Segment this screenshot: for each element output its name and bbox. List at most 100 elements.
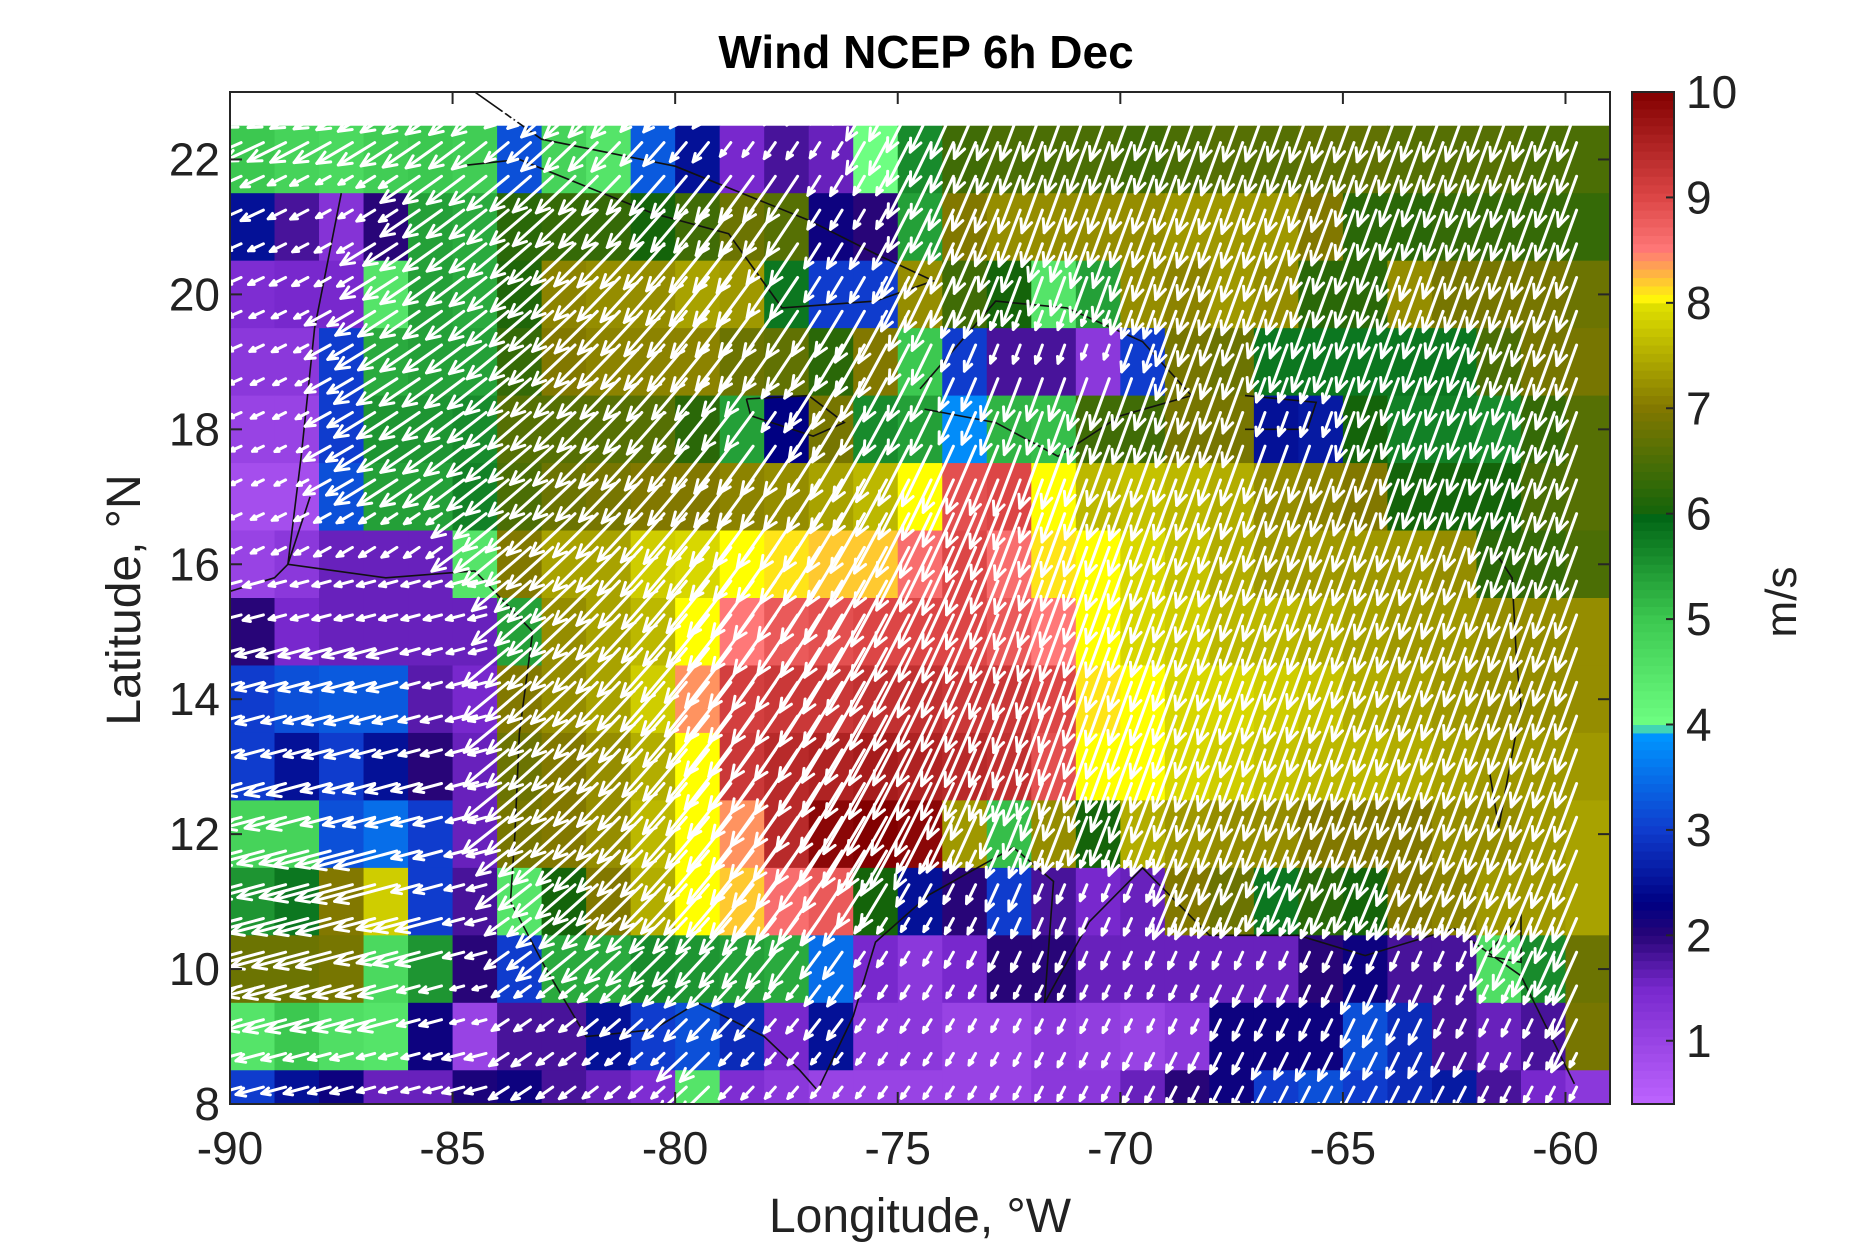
wind-arrow <box>466 174 510 212</box>
wind-arrow <box>1120 343 1133 374</box>
wind-arrow-head <box>1264 487 1278 505</box>
wind-arrow <box>877 444 911 507</box>
wind-arrow-head <box>628 199 645 217</box>
wind-arrow <box>1442 714 1467 776</box>
wind-arrow <box>230 680 243 687</box>
wind-arrow <box>885 107 911 154</box>
wind-arrow <box>1462 883 1490 943</box>
wind-arrow-head <box>1019 251 1034 268</box>
wind-arrow <box>1402 309 1423 360</box>
wind-arrow <box>528 512 577 558</box>
wind-arrow <box>230 141 243 150</box>
wind-arrow <box>945 545 978 617</box>
wind-arrow-head <box>605 232 622 249</box>
wind-arrow <box>645 242 688 293</box>
wind-arrow <box>1020 782 1044 842</box>
wind-arrow-head <box>561 967 578 984</box>
wind-arrow <box>299 680 332 692</box>
wind-arrow <box>343 647 377 659</box>
wind-arrow <box>1430 1051 1445 1078</box>
wind-arrow-head <box>1011 354 1020 365</box>
wind-arrow-head <box>486 400 504 417</box>
wind-arrow <box>1468 512 1490 565</box>
wind-arrow-head <box>506 607 523 623</box>
wind-arrow-head <box>1465 316 1480 334</box>
wind-arrow-head <box>1175 317 1190 335</box>
wind-arrow-head <box>1019 217 1034 235</box>
wind-arrow-head <box>561 934 578 951</box>
wind-arrow-head <box>990 1025 997 1034</box>
wind-arrow-head <box>1446 442 1460 460</box>
wind-arrow-head <box>421 647 432 656</box>
heatmap-cell <box>1565 732 1610 801</box>
wind-arrow-head <box>1002 439 1016 457</box>
wind-arrow <box>1534 107 1556 162</box>
wind-arrow <box>799 917 822 947</box>
wind-arrow <box>1197 444 1222 507</box>
wind-arrow-head <box>1219 489 1233 507</box>
wind-arrow-head <box>575 845 592 862</box>
wind-arrow-head <box>763 1091 772 1100</box>
wind-arrow <box>230 849 265 862</box>
wind-arrow-head <box>899 958 907 967</box>
wind-arrow <box>1175 782 1200 842</box>
wind-arrow-head <box>1334 342 1349 360</box>
wind-arrow <box>717 174 755 224</box>
wind-arrow <box>810 377 844 430</box>
wind-arrow-head <box>1233 960 1242 971</box>
wind-arrow-head <box>272 889 289 904</box>
wind-arrow-head <box>378 614 388 622</box>
colorbar-tick-label: 2 <box>1686 909 1712 961</box>
colorbar-segment <box>1632 167 1674 177</box>
wind-arrow-head <box>356 492 374 507</box>
wind-arrow <box>1107 714 1133 780</box>
wind-arrow-head <box>967 1025 975 1033</box>
wind-arrow <box>1018 444 1044 510</box>
wind-arrow-head <box>312 515 323 524</box>
wind-arrow <box>1268 309 1289 360</box>
colorbar-segment <box>1632 429 1674 439</box>
wind-arrow-head <box>421 681 432 690</box>
colorbar-segment <box>1632 294 1674 304</box>
wind-arrow <box>1242 512 1267 573</box>
wind-arrow-head <box>534 198 551 215</box>
wind-arrow-head <box>289 1019 307 1034</box>
colorbar-segment <box>1632 589 1674 599</box>
wind-arrow-head <box>1397 555 1412 573</box>
wind-arrow <box>945 579 978 651</box>
wind-arrow <box>1007 849 1022 879</box>
wind-arrow-head <box>334 1019 352 1034</box>
wind-arrow-head <box>1240 794 1255 812</box>
wind-arrow-head <box>450 155 468 171</box>
wind-arrow-head <box>1506 925 1521 943</box>
wind-arrow-head <box>1056 1026 1064 1035</box>
wind-arrow <box>1380 309 1400 360</box>
wind-arrow <box>596 512 644 563</box>
wind-arrow <box>839 411 866 456</box>
wind-arrow-head <box>443 884 454 893</box>
wind-arrow <box>1397 849 1423 907</box>
wind-arrow <box>1174 815 1200 876</box>
wind-arrow-head <box>248 345 257 353</box>
wind-arrow-head <box>718 115 728 124</box>
wind-arrow-head <box>1002 405 1016 423</box>
wind-arrow <box>1085 545 1111 611</box>
wind-arrow <box>425 343 466 375</box>
wind-arrow-head <box>1489 581 1504 599</box>
wind-arrow-head <box>918 862 928 875</box>
wind-arrow <box>1174 512 1200 576</box>
wind-arrow-head <box>1241 589 1256 606</box>
wind-arrow-head <box>998 144 1013 162</box>
wind-arrow <box>1310 444 1334 504</box>
wind-arrow <box>1276 1085 1289 1104</box>
wind-arrow-head <box>1355 243 1370 261</box>
wind-arrow-head <box>1011 321 1020 331</box>
wind-arrow <box>1255 377 1267 404</box>
wind-arrow-head <box>493 631 511 647</box>
wind-arrow <box>299 782 332 793</box>
wind-arrow <box>579 411 621 454</box>
wind-arrow <box>848 242 866 270</box>
wind-arrow-head <box>716 478 732 496</box>
wind-arrow <box>1264 714 1289 778</box>
wind-arrow <box>1107 748 1133 814</box>
